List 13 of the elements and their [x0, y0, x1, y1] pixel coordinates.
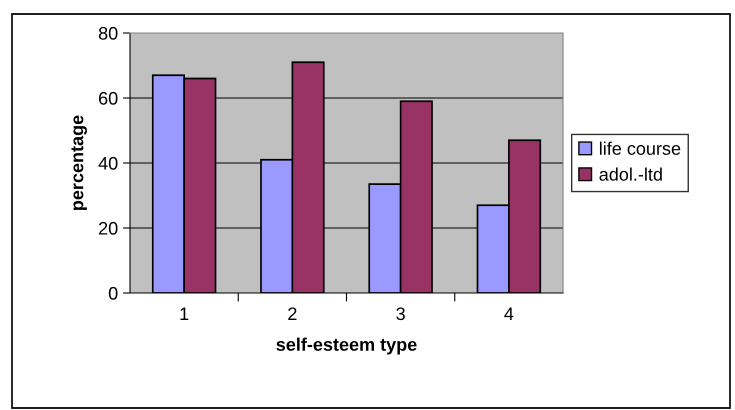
x-axis-title: self-esteem type [276, 338, 417, 354]
legend-label: adol.-ltd [600, 168, 662, 181]
y-tick-label: 20 [99, 222, 118, 235]
x-tick-label: 4 [504, 308, 514, 320]
x-tick-label: 2 [288, 307, 296, 320]
legend-label: life course [600, 142, 680, 155]
y-tick-label: 80 [98, 26, 118, 40]
y-axis-title: percentage [71, 115, 87, 210]
y-tick-label: 0 [108, 286, 118, 300]
x-tick-label: 1 [180, 308, 188, 320]
y-tick-label: 60 [99, 92, 118, 105]
x-tick-label: 3 [396, 307, 405, 320]
y-tick-label: 40 [98, 156, 118, 170]
